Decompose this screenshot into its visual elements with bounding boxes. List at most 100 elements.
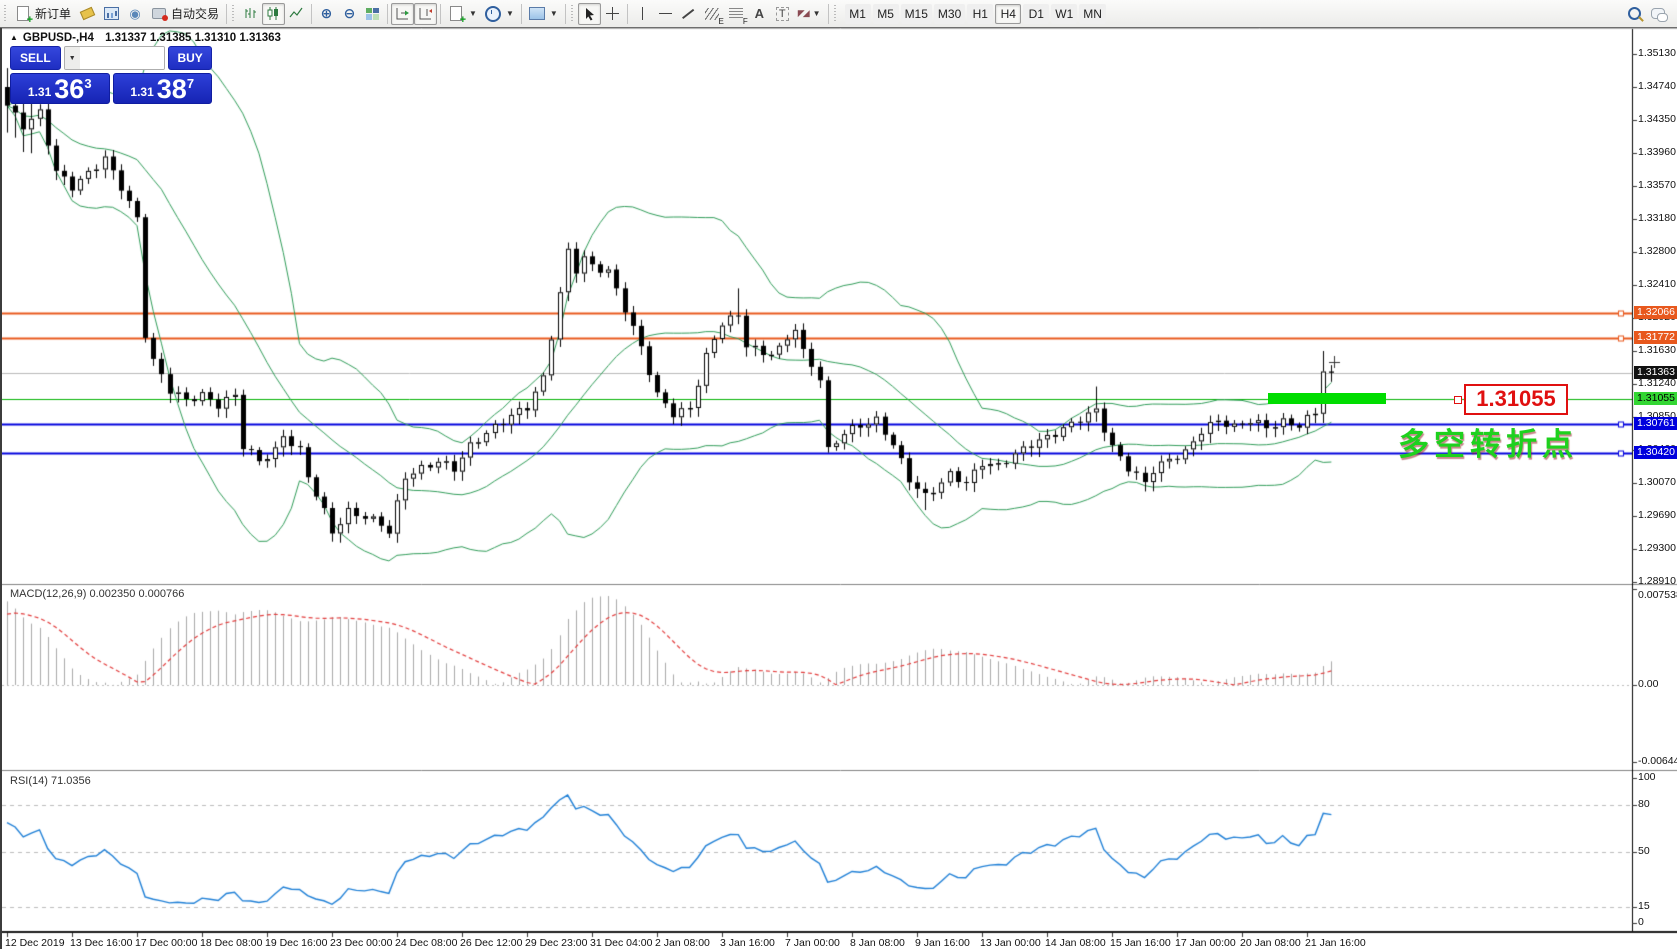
chinese-note-object[interactable]: 多空转折点 bbox=[1398, 427, 1578, 462]
toolbar-grip[interactable] bbox=[570, 4, 576, 23]
chat-button[interactable] bbox=[1646, 3, 1669, 25]
zoom-out-icon: ⊖ bbox=[343, 5, 356, 21]
chevron-down-icon: ▼ bbox=[549, 9, 558, 18]
macd-axis-bottom: -0.006446 bbox=[1638, 755, 1677, 767]
zoom-out-button[interactable]: ⊖ bbox=[338, 3, 361, 25]
add-indicator-button[interactable]: + ▼ bbox=[444, 3, 481, 25]
buy-price-display[interactable]: 1.31 38 7 bbox=[112, 73, 212, 104]
toolbar-grip[interactable] bbox=[232, 4, 238, 23]
chevron-down-icon: ▼ bbox=[812, 9, 821, 18]
chart-window-icon bbox=[103, 6, 119, 22]
time-axis-label: 12 Dec 2019 bbox=[5, 937, 65, 949]
sell-price-pip: 3 bbox=[84, 76, 92, 91]
toolbar-grip[interactable] bbox=[4, 4, 9, 23]
chevron-down-icon: ▼ bbox=[505, 9, 514, 18]
text-icon: A bbox=[754, 6, 764, 21]
period-button[interactable]: ▼ bbox=[481, 3, 518, 25]
buy-price-prefix: 1.31 bbox=[130, 85, 154, 99]
price-label-object[interactable]: 1.31055 bbox=[1464, 384, 1568, 415]
price-tick-label: 1.32410 bbox=[1638, 278, 1676, 290]
sell-button[interactable]: SELL bbox=[10, 46, 61, 70]
search-icon bbox=[1628, 7, 1641, 20]
chart-shift-icon bbox=[419, 8, 433, 20]
chevron-down-icon: ▼ bbox=[469, 9, 477, 18]
eraser-button[interactable] bbox=[75, 3, 99, 25]
crosshair-button[interactable] bbox=[601, 3, 624, 25]
horizontal-line-button[interactable] bbox=[654, 3, 677, 25]
macd-indicator-label: MACD(12,26,9) 0.002350 0.000766 bbox=[10, 588, 185, 600]
text-button[interactable]: A bbox=[748, 3, 771, 25]
text-label-button[interactable]: T bbox=[771, 3, 794, 25]
highlight-bar-object[interactable] bbox=[1268, 393, 1386, 404]
toolbar-grip[interactable] bbox=[833, 4, 839, 23]
chart-canvas[interactable] bbox=[2, 28, 1677, 949]
buy-button[interactable]: BUY bbox=[168, 46, 212, 70]
time-axis-label: 15 Jan 16:00 bbox=[1110, 937, 1171, 949]
search-button[interactable] bbox=[1623, 3, 1646, 25]
price-level-badge: 1.30761 bbox=[1634, 417, 1677, 430]
time-axis-label: 14 Jan 08:00 bbox=[1045, 937, 1106, 949]
price-tick-label: 1.32800 bbox=[1638, 245, 1676, 257]
candlestick-icon bbox=[267, 7, 279, 20]
timeframe-d1-button[interactable]: D1 bbox=[1023, 3, 1050, 24]
trendline-button[interactable] bbox=[677, 3, 700, 25]
add-indicator-icon: + bbox=[448, 6, 466, 25]
chat-icon bbox=[1650, 8, 1668, 22]
ohlc-readout: 1.31337 1.31385 1.31310 1.31363 bbox=[105, 32, 281, 44]
timeframe-m5-button[interactable]: M5 bbox=[872, 3, 899, 24]
cursor-button[interactable] bbox=[577, 2, 601, 25]
bar-chart-type-button[interactable] bbox=[239, 3, 262, 25]
new-order-button[interactable]: + 新订单 bbox=[11, 3, 75, 25]
macd-main-value: 0.002350 bbox=[89, 588, 136, 600]
time-axis-label: 23 Dec 00:00 bbox=[330, 937, 393, 949]
price-tick-label: 1.31630 bbox=[1638, 344, 1676, 356]
price-tick-label: 1.31240 bbox=[1638, 377, 1676, 389]
signal-icon: ◉ bbox=[129, 6, 141, 21]
timeframe-m1-button[interactable]: M1 bbox=[844, 3, 871, 24]
timeframe-h1-button[interactable]: H1 bbox=[967, 3, 994, 24]
equidistant-channel-button[interactable]: E bbox=[700, 3, 724, 26]
template-button[interactable]: ▼ bbox=[525, 3, 562, 25]
chart-window-button[interactable] bbox=[99, 3, 123, 25]
zoom-in-button[interactable]: ⊕ bbox=[315, 3, 338, 25]
price-level-badge: 1.32066 bbox=[1634, 306, 1677, 319]
volume-decrease-button[interactable]: ▼ bbox=[64, 47, 80, 69]
volume-input[interactable] bbox=[79, 47, 165, 69]
symbol-timeframe: GBPUSD-,H4 bbox=[22, 32, 94, 44]
arrows-button[interactable]: ◤◢ ▼ bbox=[794, 3, 825, 25]
candlestick-type-button[interactable] bbox=[262, 2, 286, 25]
line-anchor[interactable] bbox=[1454, 396, 1462, 404]
channel-icon: E bbox=[704, 6, 724, 26]
clock-icon bbox=[484, 5, 501, 22]
tile-windows-button[interactable] bbox=[361, 3, 384, 25]
line-chart-type-button[interactable] bbox=[285, 3, 308, 25]
time-axis-label: 29 Dec 23:00 bbox=[525, 937, 588, 949]
auto-scroll-button[interactable] bbox=[391, 2, 415, 25]
time-axis-label: 9 Jan 16:00 bbox=[915, 937, 970, 949]
sell-price-display[interactable]: 1.31 36 3 bbox=[10, 73, 110, 104]
collapse-triangle-icon[interactable]: ▲ bbox=[10, 33, 18, 42]
fibonacci-button[interactable]: F bbox=[724, 3, 748, 26]
price-tick-label: 1.34740 bbox=[1638, 80, 1676, 92]
price-level-badge: 1.31772 bbox=[1634, 331, 1677, 344]
timeframe-w1-button[interactable]: W1 bbox=[1051, 3, 1078, 24]
time-axis-label: 8 Jan 08:00 bbox=[850, 937, 905, 949]
signal-button[interactable]: ◉ bbox=[123, 3, 147, 25]
autotrade-label: 自动交易 bbox=[171, 7, 220, 21]
price-tick-label: 1.28910 bbox=[1638, 575, 1676, 587]
timeframe-mn-button[interactable]: MN bbox=[1079, 3, 1106, 24]
time-axis-label: 26 Dec 12:00 bbox=[460, 937, 523, 949]
autotrade-button[interactable]: 自动交易 bbox=[147, 3, 223, 25]
time-axis-label: 13 Jan 00:00 bbox=[980, 937, 1041, 949]
price-tick-label: 1.34350 bbox=[1638, 113, 1676, 125]
vertical-line-button[interactable] bbox=[631, 3, 654, 25]
price-tick-label: 1.29690 bbox=[1638, 509, 1676, 521]
new-order-icon: + bbox=[15, 6, 33, 25]
eraser-icon bbox=[79, 6, 95, 22]
timeframe-h4-button[interactable]: H4 bbox=[995, 3, 1022, 24]
chart-shift-button[interactable] bbox=[414, 2, 438, 25]
chart-window: ▲ GBPUSD-,H4 1.31337 1.31385 1.31310 1.31… bbox=[0, 28, 1677, 949]
timeframe-m15-button[interactable]: M15 bbox=[900, 3, 932, 24]
timeframe-m30-button[interactable]: M30 bbox=[933, 3, 966, 24]
